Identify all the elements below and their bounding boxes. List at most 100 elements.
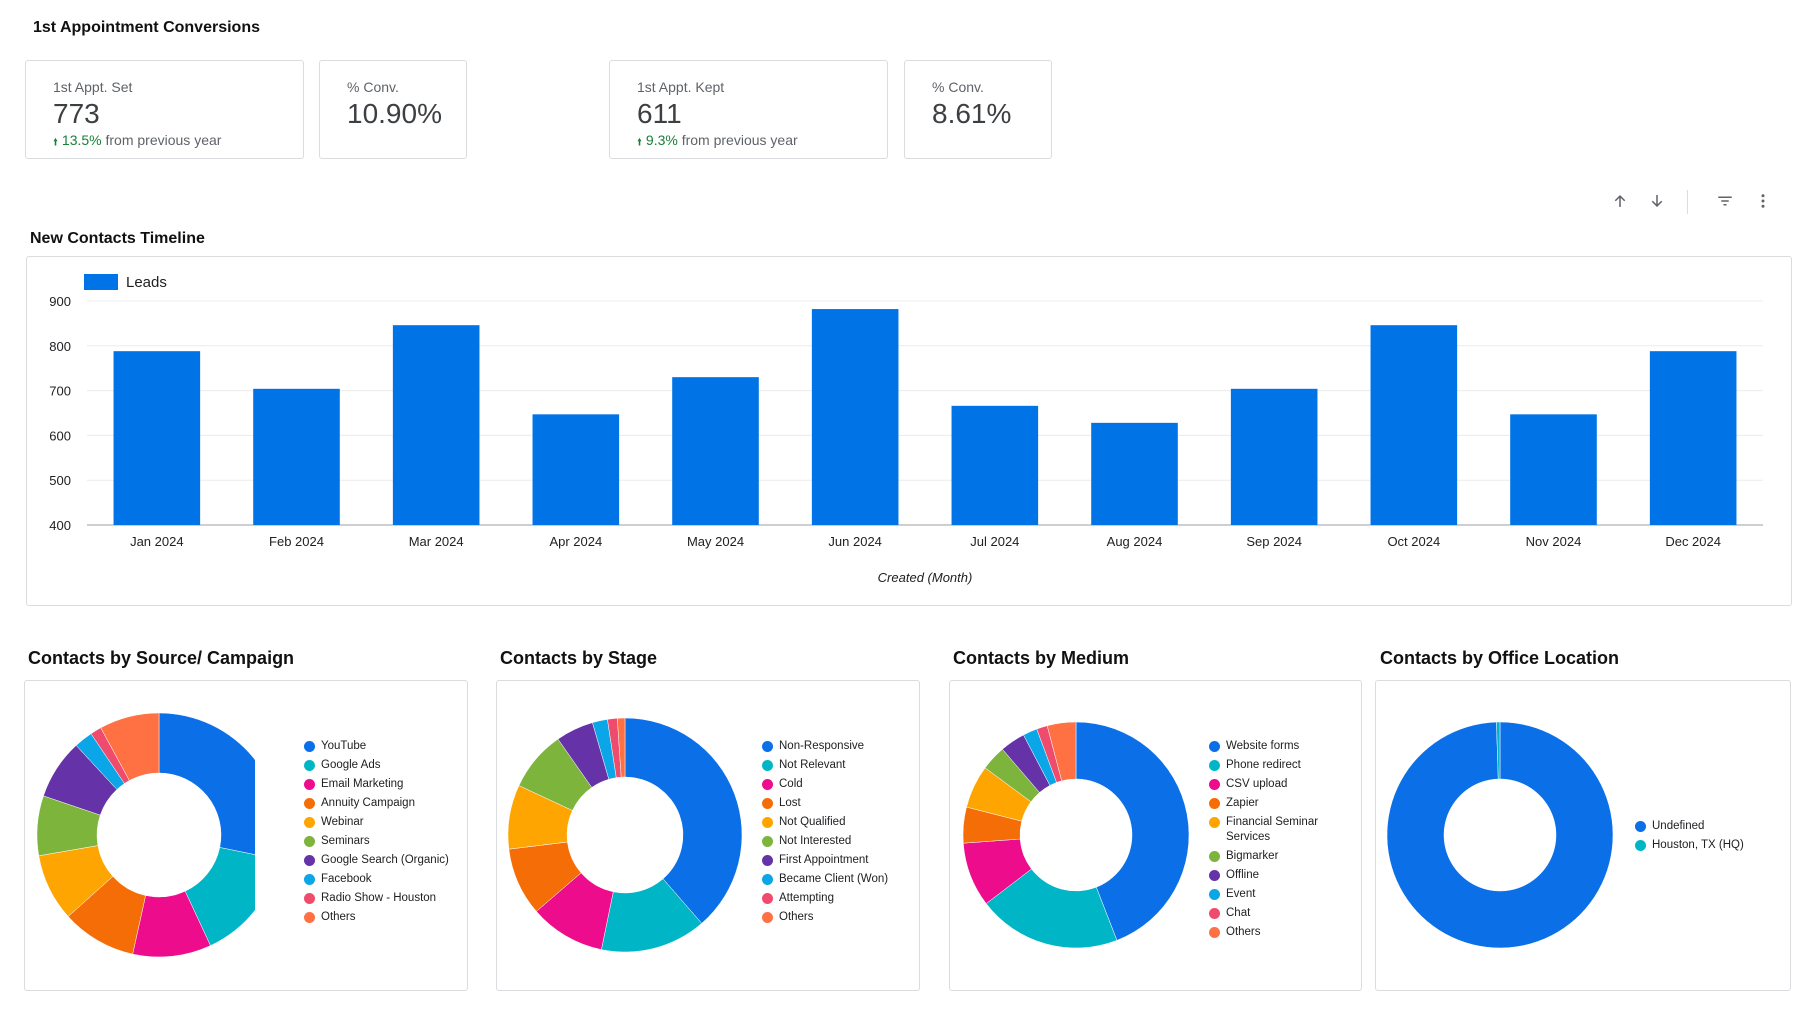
bar-leads[interactable] (811, 309, 899, 525)
legend-dot (762, 760, 773, 771)
legend-item[interactable]: Became Client (Won) (762, 872, 912, 887)
donut-slice[interactable] (617, 717, 626, 778)
bar-leads[interactable] (1230, 388, 1318, 525)
legend-item[interactable]: YouTube (304, 739, 464, 754)
x-tick-label: Dec 2024 (1665, 534, 1721, 549)
legend-label: Houston, TX (HQ) (1652, 839, 1744, 851)
kpi-card-conv-set: % Conv. 10.90% (319, 60, 467, 159)
arrow-down-icon (1651, 195, 1663, 207)
legend-dot (1209, 870, 1220, 881)
toolbar-divider (1687, 190, 1688, 214)
legend-label: Offline (1226, 869, 1260, 881)
bar-leads[interactable] (1091, 422, 1178, 525)
legend-dot (1209, 908, 1220, 919)
legend-item[interactable]: Phone redirect (1209, 758, 1359, 773)
legend-item[interactable]: Event (1209, 887, 1359, 902)
donut-slice[interactable] (624, 717, 743, 924)
arrow-up-icon (1614, 195, 1626, 207)
bar-leads[interactable] (1510, 414, 1597, 525)
sort-descending-button[interactable] (1644, 188, 1670, 214)
conversions-title: 1st Appointment Conversions (33, 19, 260, 36)
bar-leads[interactable] (392, 325, 480, 525)
legend-item[interactable]: First Appointment (762, 853, 912, 868)
x-axis-label: Created (Month) (878, 570, 973, 585)
legend-label: Undefined (1652, 820, 1705, 832)
legend-item[interactable]: Others (304, 910, 464, 925)
legend-item[interactable]: Seminars (304, 834, 464, 849)
legend-item[interactable]: Offline (1209, 868, 1359, 883)
legend-item[interactable]: Others (1209, 925, 1359, 940)
legend-label: Phone redirect (1226, 759, 1301, 771)
donut-slice[interactable] (100, 712, 160, 781)
bar-leads[interactable] (1649, 351, 1737, 525)
kpi-label: 1st Appt. Kept (637, 79, 725, 95)
legend-label: Chat (1226, 907, 1251, 919)
bar-leads[interactable] (113, 351, 201, 525)
legend-item[interactable]: Attempting (762, 891, 912, 906)
legend-item[interactable]: Email Marketing (304, 777, 464, 792)
legend-dot (304, 760, 315, 771)
x-tick-label: Mar 2024 (409, 534, 464, 549)
legend-label: Google Search (Organic) (321, 854, 449, 866)
legend-item[interactable]: Facebook (304, 872, 464, 887)
legend-item[interactable]: Google Ads (304, 758, 464, 773)
legend-dot (304, 874, 315, 885)
donut-slice[interactable] (1386, 721, 1614, 949)
kpi-delta-pct: 9.3% (645, 132, 678, 148)
legend-item[interactable]: Zapier (1209, 796, 1359, 811)
sort-ascending-button[interactable] (1607, 188, 1633, 214)
legend-dot (304, 817, 315, 828)
legend-label: Non-Responsive (779, 740, 865, 752)
legend-item[interactable]: Chat (1209, 906, 1359, 921)
legend-item[interactable]: Non-Responsive (762, 739, 912, 754)
bar-leads[interactable] (532, 414, 620, 525)
legend-item[interactable]: Undefined (1635, 819, 1785, 834)
legend-item[interactable]: Cold (762, 777, 912, 792)
legend-dot (762, 855, 773, 866)
donut-slice[interactable] (985, 868, 1118, 949)
legend-dot (1209, 927, 1220, 938)
donut-slice[interactable] (1496, 721, 1501, 780)
x-tick-label: Nov 2024 (1526, 534, 1582, 549)
stage-chart-card: Non-Responsive Not Relevant Cold Lost Not Qu… (496, 680, 920, 991)
legend-label: Not Relevant (779, 759, 846, 771)
legend-item[interactable]: Bigmarker (1209, 849, 1359, 864)
more-options-button[interactable] (1750, 188, 1776, 214)
legend-item[interactable]: Webinar (304, 815, 464, 830)
donut-slice[interactable] (1046, 721, 1077, 782)
legend-item[interactable]: Financial Seminar Services (1209, 815, 1359, 845)
legend-item[interactable]: Radio Show - Houston (304, 891, 464, 906)
y-tick-label: 900 (49, 294, 71, 309)
legend-label: Cold (779, 778, 803, 790)
legend-label: First Appointment (779, 854, 869, 866)
bar-leads[interactable] (253, 388, 340, 525)
legend-item[interactable]: Google Search (Organic) (304, 853, 464, 868)
stage-legend: Non-Responsive Not Relevant Cold Lost Not Qu… (762, 739, 912, 929)
legend-label: Leads (126, 274, 167, 291)
source-chart-title: Contacts by Source/ Campaign (28, 648, 295, 668)
stage-chart-title: Contacts by Stage (500, 648, 658, 668)
bar-leads[interactable] (672, 377, 759, 525)
legend-item[interactable]: Not Interested (762, 834, 912, 849)
medium-chart-title: Contacts by Medium (953, 648, 1130, 668)
donut-slice[interactable] (158, 712, 255, 859)
legend-item[interactable]: Not Relevant (762, 758, 912, 773)
legend-item[interactable]: CSV upload (1209, 777, 1359, 792)
legend-dot (304, 855, 315, 866)
legend-item[interactable]: Others (762, 910, 912, 925)
bar-leads[interactable] (951, 405, 1039, 525)
bar-leads[interactable] (1370, 325, 1458, 525)
x-tick-label: Oct 2024 (1387, 534, 1440, 549)
legend-dot (1209, 760, 1220, 771)
legend-item[interactable]: Not Qualified (762, 815, 912, 830)
legend-dot (304, 836, 315, 847)
timeline-card: 400 500 600 700 800 900 Jan 2024 Feb 2024 Mar 20… (26, 256, 1792, 606)
kpi-card-appt-set: 1st Appt. Set 773 🠙 13.5% from previous … (25, 60, 304, 159)
donut-slice[interactable] (1075, 721, 1190, 941)
legend-item[interactable]: Annuity Campaign (304, 796, 464, 811)
filter-button[interactable] (1712, 188, 1738, 214)
legend-item[interactable]: Lost (762, 796, 912, 811)
legend-dot (1209, 798, 1220, 809)
legend-item[interactable]: Website forms (1209, 739, 1359, 754)
legend-item[interactable]: Houston, TX (HQ) (1635, 838, 1785, 853)
